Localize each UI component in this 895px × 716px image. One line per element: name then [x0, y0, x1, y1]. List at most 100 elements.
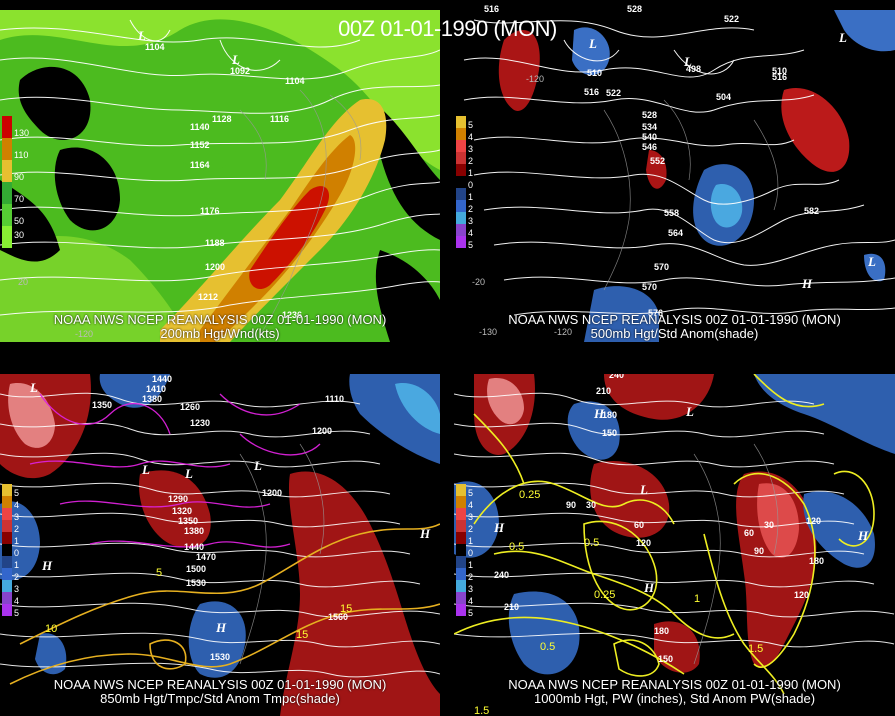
contour-label: 552 [650, 156, 665, 166]
contour-label: 1320 [172, 506, 192, 516]
temperature-label: 15 [340, 603, 352, 615]
low-pressure-marker: L [838, 30, 847, 45]
map-200mb: 1104 1092 1104 1128 1116 1140 1152 1164 … [0, 0, 440, 342]
contour-label: 210 [504, 602, 519, 612]
pw-label: 0.25 [519, 489, 540, 501]
longitude-label: -120 [75, 329, 93, 339]
longitude-label: -130 [479, 327, 497, 337]
legend-label: 1 [468, 560, 474, 570]
contour-label: 30 [764, 520, 774, 530]
contour-label: 1092 [230, 66, 250, 76]
contour-label: 1440 [184, 542, 204, 552]
legend-850mb: 5 4 3 2 1 0 1 2 3 4 5 [2, 484, 38, 619]
contour-label: 60 [634, 520, 644, 530]
contour-label: 1530 [186, 578, 206, 588]
map-850mb: 1440 1410 1380 1350 1260 1230 1290 1320 … [0, 374, 440, 716]
temperature-label: 5 [156, 567, 162, 579]
contour-label: 528 [642, 110, 657, 120]
contour-label: 540 [642, 132, 657, 142]
contour-label: 210 [596, 386, 611, 396]
panel-200mb-height-wind: 1104 1092 1104 1128 1116 1140 1152 1164 … [0, 0, 440, 342]
contour-label: 1176 [200, 206, 220, 216]
low-pressure-marker: L [29, 380, 38, 395]
contour-label: 1164 [190, 160, 210, 170]
panel-caption-line1: NOAA NWS NCEP REANALYSIS 00Z 01-01-1990 … [53, 677, 387, 692]
legend-label: 0 [468, 548, 474, 558]
contour-label: 1128 [212, 114, 232, 124]
legend-500mb: 5 4 3 2 1 0 1 2 3 4 5 [456, 116, 492, 251]
legend-label: 1 [468, 192, 474, 202]
contour-label: 1380 [184, 526, 204, 536]
legend-label: 5 [14, 488, 20, 498]
contour-label: 1530 [210, 652, 230, 662]
legend-label: 3 [468, 512, 474, 522]
legend-label: 110 [14, 150, 29, 160]
contour-label: 510 [772, 66, 787, 76]
contour-label: 546 [642, 142, 657, 152]
panel-caption-line2: 850mb Hgt/Tmpc/Std Anom Tmpc(shade) [100, 691, 340, 706]
contour-label: 516 [484, 4, 499, 14]
pw-label: 0.5 [509, 541, 524, 553]
contour-label: 240 [494, 570, 509, 580]
high-pressure-marker: H [857, 528, 869, 543]
contour-label: 582 [804, 206, 819, 216]
legend-label: 4 [468, 500, 474, 510]
contour-label: 1152 [190, 140, 210, 150]
contour-label: 120 [806, 516, 821, 526]
contour-label: 180 [809, 556, 824, 566]
high-pressure-marker: H [215, 620, 227, 635]
legend-label: 0 [468, 180, 474, 190]
contour-label: 1380 [142, 394, 162, 404]
contour-label: 1440 [152, 374, 172, 384]
contour-label: 1350 [92, 400, 112, 410]
legend-label: 5 [468, 240, 474, 250]
legend-label: 5 [468, 608, 474, 618]
legend-1000mb: 5 4 3 2 1 0 1 2 3 4 5 [456, 484, 492, 619]
legend-label: 3 [14, 584, 20, 594]
longitude-label: -20 [472, 277, 485, 287]
high-pressure-marker: H [801, 276, 813, 291]
contour-label: 522 [606, 88, 621, 98]
low-pressure-marker: L [253, 458, 262, 473]
contour-label: 180 [654, 626, 669, 636]
contour-label: 1200 [262, 488, 282, 498]
contour-label: 90 [754, 546, 764, 556]
contour-label: 1470 [196, 552, 216, 562]
legend-label: 4 [468, 596, 474, 606]
contour-label: 1200 [312, 426, 332, 436]
low-pressure-marker: L [184, 466, 193, 481]
map-500mb: 516 528 522 498 504 510 516 510 516 522 … [454, 0, 895, 342]
pw-label: 1 [694, 593, 700, 605]
contour-label: 1140 [190, 122, 210, 132]
contour-label: 1410 [146, 384, 166, 394]
panel-caption-line1: NOAA NWS NCEP REANALYSIS 00Z 01-01-1990 … [53, 312, 387, 327]
legend-label: 5 [468, 120, 474, 130]
legend-label: 50 [14, 216, 25, 226]
contour-label: 1236 [282, 310, 302, 320]
main-title: 00Z 01-01-1990 (MON) [338, 16, 557, 41]
panel-caption-line1: NOAA NWS NCEP REANALYSIS 00Z 01-01-1990 … [508, 312, 841, 327]
contour-label: 90 [566, 500, 576, 510]
legend-label: 90 [14, 172, 25, 182]
high-pressure-marker: H [493, 520, 505, 535]
contour-label: 528 [627, 4, 642, 14]
legend-label: 0 [14, 548, 20, 558]
panel-caption-line2: 200mb Hgt/Wnd(kts) [160, 326, 280, 341]
legend-label: 1 [468, 168, 474, 178]
low-pressure-marker: L [685, 404, 694, 419]
contour-label: 240 [609, 374, 624, 380]
legend-label: 3 [14, 512, 20, 522]
legend-label: 2 [468, 572, 474, 582]
legend-label: 4 [14, 596, 20, 606]
contour-label: 30 [586, 500, 596, 510]
contour-label: 120 [794, 590, 809, 600]
contour-label: 570 [642, 282, 657, 292]
legend-label: 4 [14, 500, 20, 510]
legend-label: 5 [468, 488, 474, 498]
contour-label: 150 [602, 428, 617, 438]
longitude-label: -120 [554, 327, 572, 337]
high-pressure-marker: H [41, 558, 53, 573]
contour-label: 510 [587, 68, 602, 78]
contour-label: 1212 [198, 292, 218, 302]
panel-1000mb-height-pw: 240 210 180 150 120 90 60 30 30 60 90 12… [454, 374, 895, 716]
